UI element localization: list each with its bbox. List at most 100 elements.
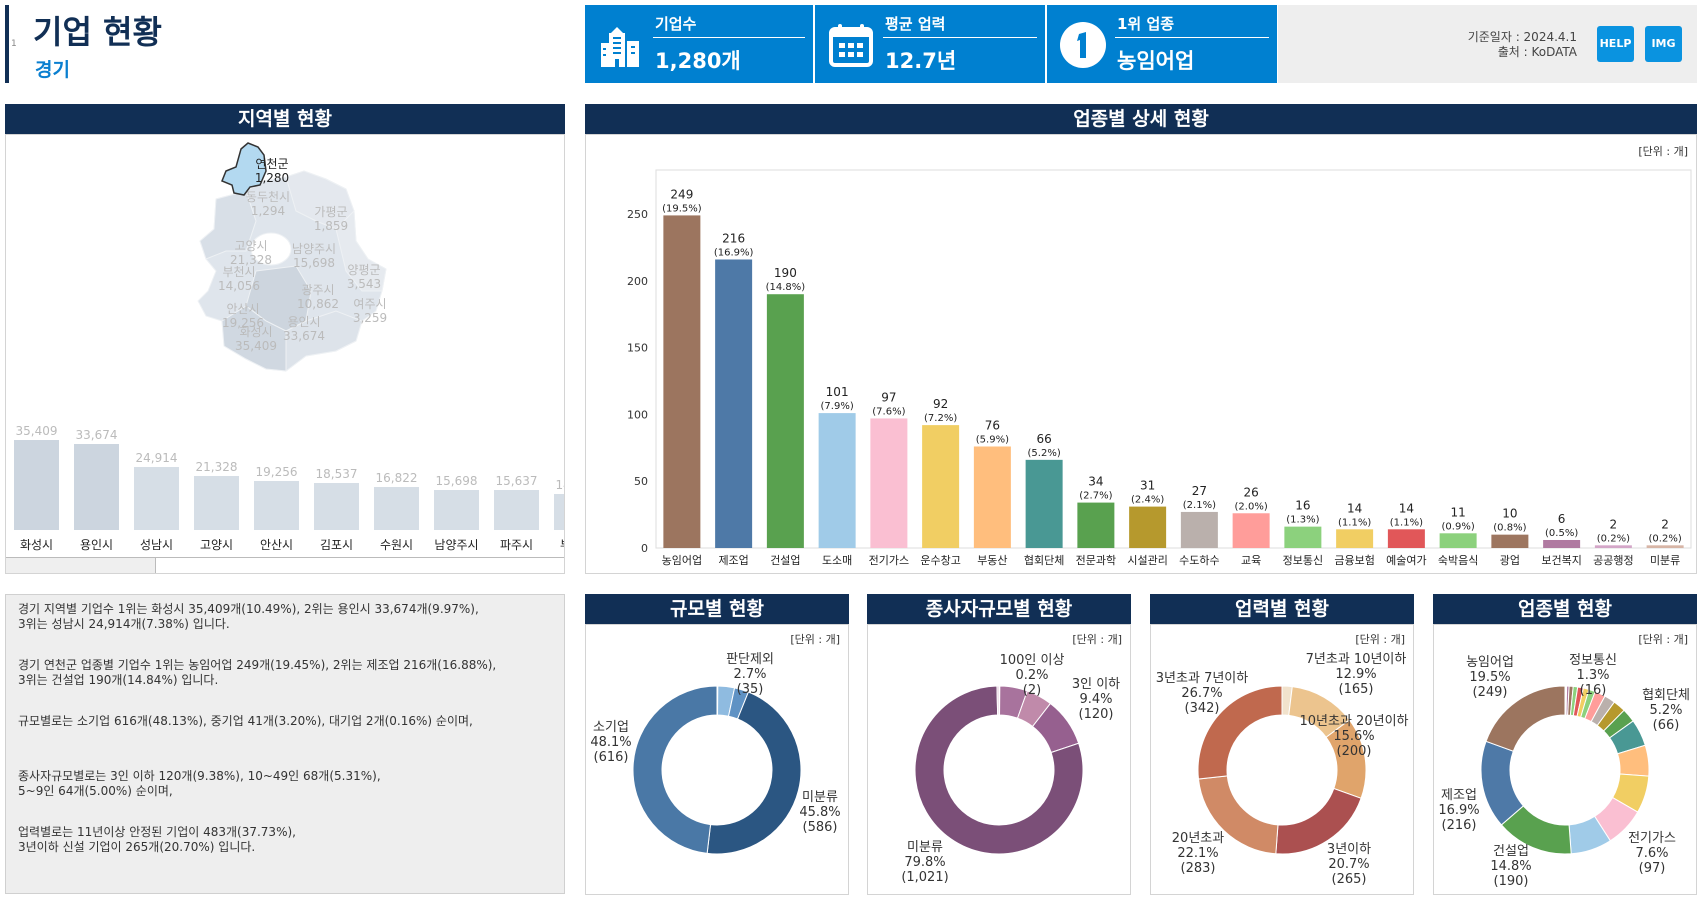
x-tick-label: 교육 (1241, 554, 1261, 567)
kpi-divider (653, 37, 805, 38)
y-tick-label: 0 (641, 542, 648, 555)
region-panel-header: 지역별 현황 (5, 104, 565, 134)
region-bar-name: 남양주시 (434, 538, 479, 552)
industry-bar[interactable] (1387, 529, 1425, 548)
region-bar-value: 24,914 (135, 450, 178, 465)
x-tick-label: 도소매 (822, 554, 852, 567)
donut-label: 미분류 45.8% (586) (799, 790, 840, 835)
slice-count: (216) (1441, 818, 1477, 833)
region-scrollbar[interactable] (6, 557, 564, 573)
slice-name: 3년초과 7년이하 (1155, 671, 1249, 686)
map-label-value: 1,859 (313, 219, 349, 233)
map-label-value: 1,294 (250, 204, 286, 218)
region-bar[interactable] (494, 490, 539, 530)
donut-slice[interactable] (632, 685, 718, 854)
bar-percent-label: (16.9%) (714, 247, 754, 258)
industry-bar[interactable] (663, 215, 701, 548)
slice-percent: 22.1% (1177, 846, 1219, 861)
summary-paragraph: 규모별로는 소기업 616개(48.13%), 중기업 41개(3.20%), … (18, 714, 552, 729)
map-label: 가평군 1,859 (314, 205, 348, 233)
bar-value-label: 66 (1036, 432, 1051, 446)
help-button[interactable]: HELP (1597, 26, 1634, 62)
summary-line: 3위는 성남시 24,914개(7.38%) 입니다. (18, 617, 230, 631)
image-button[interactable]: IMG (1645, 26, 1682, 62)
industry-bar[interactable] (1594, 545, 1632, 548)
industry-bar[interactable] (1232, 513, 1270, 548)
slice-percent: 12.9% (1335, 667, 1377, 682)
gyeonggi-map[interactable] (186, 141, 406, 411)
slice-percent: 16.9% (1438, 803, 1480, 818)
donut-panel-header: 규모별 현황 (585, 594, 849, 624)
industry-bar[interactable] (1439, 533, 1477, 548)
bar-value-label: 216 (722, 231, 745, 245)
region-scrollbar-thumb[interactable] (6, 558, 156, 573)
industry-bar[interactable] (1336, 529, 1374, 548)
industry-bar[interactable] (1077, 502, 1115, 548)
region-bar[interactable] (194, 475, 239, 530)
bar-value-label: 34 (1088, 475, 1103, 489)
industry-bar[interactable] (922, 425, 960, 548)
slice-count: (190) (1493, 874, 1529, 889)
kpi-label: 평균 업력 (885, 15, 946, 33)
map-label-name: 동두천시 (245, 190, 291, 204)
donut-panel-header: 업력별 현황 (1150, 594, 1414, 624)
region-bar[interactable] (434, 490, 479, 530)
industry-bar[interactable] (973, 446, 1011, 548)
region-bar-name: 화성시 (19, 538, 54, 552)
industry-bar[interactable] (818, 413, 856, 548)
x-tick-label: 숙박음식 (1438, 554, 1478, 567)
kpi-company-count: 기업수 1,280개 (585, 5, 813, 83)
bar-percent-label: (7.2%) (924, 413, 957, 424)
unit-label: [단위 : 개] (1638, 633, 1688, 646)
region-bar[interactable] (374, 487, 419, 530)
map-label-value: 35,409 (235, 339, 277, 353)
donut-panel: [단위 : 개] 판단제외 2.7% (35) 미분류 45.8% (586) 소기업 48.1… (585, 624, 849, 895)
map-label-name: 여주시 (353, 297, 387, 311)
region-bar[interactable] (74, 444, 119, 530)
industry-bar[interactable] (1129, 506, 1167, 548)
seoul-gap (250, 232, 292, 266)
industry-bar[interactable] (715, 259, 753, 548)
slice-name: 제조업 (1441, 788, 1477, 803)
donut-slice[interactable] (1485, 685, 1566, 752)
industry-bar[interactable] (1491, 534, 1529, 548)
industry-bar[interactable] (870, 418, 908, 548)
slice-name: 7년초과 10년이하 (1305, 652, 1407, 667)
bar-percent-label: (1.1%) (1338, 517, 1371, 528)
region-bar[interactable] (554, 494, 564, 530)
region-bar[interactable] (254, 481, 299, 530)
region-bar-value: 35,409 (15, 424, 58, 438)
donut-slice[interactable] (1197, 685, 1283, 780)
donut-panel-header: 종사자규모별 현황 (867, 594, 1131, 624)
region-bar-value: 19,256 (255, 465, 298, 480)
donut-label: 농임어업 19.5% (249) (1466, 655, 1514, 700)
kpi-label: 1위 업종 (1117, 15, 1175, 33)
region-bar-name: 파주시 (499, 538, 534, 552)
slice-count: (283) (1180, 861, 1216, 876)
industry-bar[interactable] (1025, 459, 1063, 548)
industry-bar[interactable] (1284, 526, 1322, 548)
bar-value-label: 31 (1140, 479, 1155, 493)
region-bar-value: 18,537 (315, 466, 358, 481)
industry-bar[interactable] (1543, 539, 1581, 548)
map-label: 광주시 10,862 (297, 283, 339, 311)
donut-label: 3인 이하 9.4% (120) (1072, 677, 1120, 722)
donut-label: 제조업 16.9% (216) (1438, 788, 1479, 833)
industry-bar[interactable] (766, 294, 804, 548)
donut-slice[interactable] (706, 691, 802, 855)
region-bar[interactable] (14, 440, 59, 530)
reference-date: 기준일자 : 2024.4.1 (1467, 30, 1577, 44)
industry-bar[interactable] (1646, 545, 1684, 548)
donut-chart (914, 685, 1084, 855)
x-tick-label: 전기가스 (869, 554, 909, 567)
bar-percent-label: (2.7%) (1079, 491, 1112, 502)
region-bar[interactable] (134, 466, 179, 530)
info-box: 기준일자 : 2024.4.1 출처 : KoDATA (1278, 5, 1697, 83)
donut-label: 100인 이상 0.2% (2) (1000, 653, 1065, 698)
donut-slice[interactable] (914, 685, 1084, 855)
rank-one-icon (1060, 22, 1106, 68)
donut-slice[interactable] (996, 685, 1000, 716)
bar-percent-label: (7.6%) (872, 406, 905, 417)
industry-bar[interactable] (1180, 511, 1218, 548)
region-bar[interactable] (314, 482, 359, 530)
